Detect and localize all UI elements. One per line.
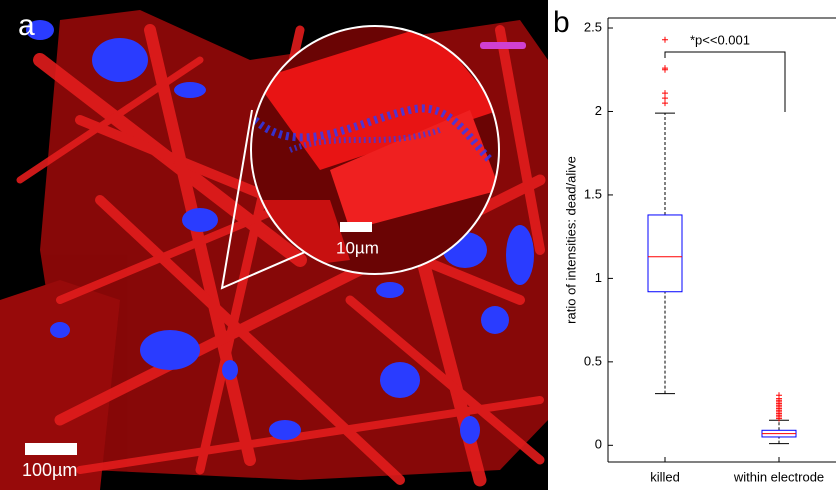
y-tick-label: 1 bbox=[595, 270, 602, 285]
y-axis-label: ratio of intensities: dead/alive bbox=[563, 156, 578, 324]
outlier bbox=[662, 100, 668, 107]
x-tick-label: killed bbox=[650, 469, 680, 484]
x-tick-label: within electrode bbox=[733, 469, 824, 484]
y-tick-label: 0 bbox=[595, 437, 602, 452]
annotation: *p<<0.001 bbox=[690, 32, 750, 47]
outlier bbox=[662, 36, 668, 43]
outlier bbox=[662, 65, 668, 72]
y-tick-label: 0.5 bbox=[584, 353, 602, 368]
outlier bbox=[662, 90, 668, 97]
outlier bbox=[662, 95, 668, 102]
y-tick-label: 1.5 bbox=[584, 186, 602, 201]
box bbox=[647, 214, 683, 293]
micrograph bbox=[0, 0, 548, 490]
outlier bbox=[776, 392, 782, 399]
panel-label: a bbox=[18, 9, 35, 42]
inset-scale-label: 10µm bbox=[336, 238, 379, 257]
significance-bracket bbox=[664, 51, 786, 112]
y-tick-label: 2.5 bbox=[584, 19, 602, 34]
panel-label: b bbox=[553, 6, 570, 39]
y-tick-label: 2 bbox=[595, 103, 602, 118]
scale-label: 100µm bbox=[22, 460, 77, 480]
